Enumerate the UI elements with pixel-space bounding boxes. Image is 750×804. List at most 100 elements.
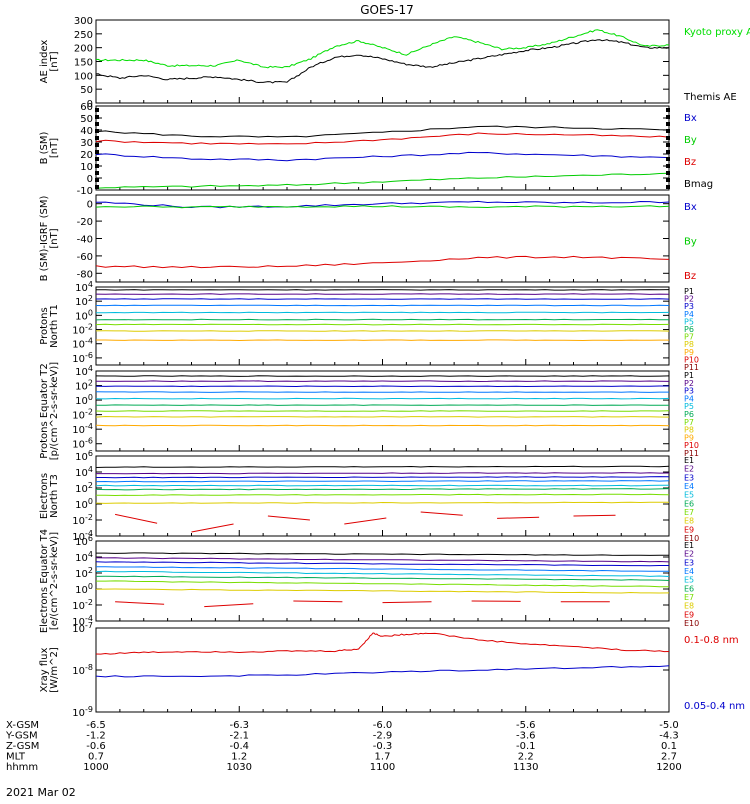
y-tick-label: 10-7 <box>72 621 93 635</box>
legend-e4: E4 <box>684 567 694 576</box>
series-line-e8 <box>96 502 669 503</box>
series-line-p5 <box>96 312 669 313</box>
legend-e8: E8 <box>684 517 694 526</box>
series-line-e2 <box>96 473 669 474</box>
y-tick-label: 10-6 <box>72 351 93 365</box>
series-line-p5 <box>96 398 669 399</box>
y-tick-label: 106 <box>75 449 93 463</box>
edge-marker <box>666 129 670 133</box>
y-axis-title: [p/(cm^2-s-sr-keV)] <box>49 362 60 461</box>
legend-kyoto-proxy-ae: Kyoto proxy AE <box>684 27 750 38</box>
edge-marker <box>666 143 670 147</box>
orbit-value: 2.2 <box>518 752 534 763</box>
y-tick-label: 104 <box>75 280 93 294</box>
y-tick-label: -80 <box>77 269 93 280</box>
legend-e9: E9 <box>684 525 694 534</box>
series-segment-e9 <box>204 604 253 607</box>
series-line-e8 <box>96 589 669 593</box>
orbit-value: 1200 <box>656 762 681 773</box>
series-segment-e9 <box>268 516 310 520</box>
y-tick-label: 0 <box>87 200 93 211</box>
series-line-e7 <box>96 494 669 495</box>
edge-marker <box>666 178 670 182</box>
legend-e1: E1 <box>684 541 694 550</box>
orbit-label-mlt: MLT <box>6 752 26 763</box>
series-line-e1 <box>96 553 669 556</box>
y-tick-label: 200 <box>74 44 93 55</box>
edge-marker <box>95 129 99 133</box>
orbit-value: -3.6 <box>516 731 536 742</box>
y-tick-label: 20 <box>80 150 93 161</box>
legend-bx: Bx <box>684 202 697 213</box>
orbit-value: -0.6 <box>86 741 106 752</box>
orbit-value: -5.0 <box>659 720 679 731</box>
y-tick-label: -60 <box>77 252 93 263</box>
edge-marker <box>95 108 99 112</box>
series-line-e7 <box>96 581 669 587</box>
y-tick-label: 50 <box>80 114 93 125</box>
y-tick-label: 104 <box>75 364 93 378</box>
series-segment-e9 <box>421 512 463 515</box>
series-line-e3 <box>96 562 669 566</box>
edge-marker <box>666 136 670 140</box>
legend-e1: E1 <box>684 456 694 465</box>
y-tick-label: 104 <box>75 550 93 564</box>
series-segment-e9 <box>344 518 386 524</box>
y-tick-label: 0 <box>87 174 93 185</box>
y-tick-label: 100 <box>75 497 93 511</box>
series-line-e5 <box>96 571 669 576</box>
panel-frame <box>96 20 669 103</box>
legend-bz: Bz <box>684 157 696 168</box>
y-tick-label: 10-9 <box>72 705 93 719</box>
orbit-value: 1.7 <box>375 752 391 763</box>
legend-by: By <box>684 135 697 146</box>
y-tick-label: 250 <box>74 30 93 41</box>
edge-marker <box>95 150 99 154</box>
orbit-value: -2.1 <box>229 731 249 742</box>
series-line-p3 <box>96 299 669 300</box>
series-line-kyoto-proxy-ae <box>96 30 669 68</box>
panel-frame <box>96 106 669 190</box>
legend-e2: E2 <box>684 550 694 559</box>
footer-date: 2021 Mar 02 <box>6 786 76 799</box>
edge-marker <box>95 115 99 119</box>
legend-e3: E3 <box>684 473 694 482</box>
orbit-value: -0.4 <box>229 741 249 752</box>
plot-title: GOES-17 <box>360 3 414 17</box>
y-axis-title: North T3 <box>49 474 60 518</box>
legend-e2: E2 <box>684 465 694 474</box>
series-line-e6 <box>96 576 669 580</box>
series-line-e4 <box>96 567 669 572</box>
orbit-value: 1030 <box>227 762 252 773</box>
edge-marker <box>666 150 670 154</box>
orbit-label-z-gsm: Z-GSM <box>6 741 39 752</box>
y-tick-label: 150 <box>74 58 93 69</box>
series-line-p9 <box>96 425 669 426</box>
panel-frame <box>96 456 669 536</box>
orbit-value: -6.0 <box>373 720 393 731</box>
y-tick-label: 10-2 <box>72 598 93 612</box>
edge-marker <box>95 157 99 161</box>
edge-marker <box>666 115 670 119</box>
y-tick-label: 100 <box>75 582 93 596</box>
y-axis-title: North T1 <box>49 304 60 348</box>
series-segment-e9 <box>192 524 234 532</box>
y-tick-label: 10-4 <box>72 337 93 351</box>
series-line-p9 <box>96 340 669 341</box>
legend-by: By <box>684 237 697 248</box>
y-axis-title: [W/m^2] <box>49 647 60 693</box>
y-tick-label: 104 <box>75 465 93 479</box>
orbit-value: 1130 <box>513 762 538 773</box>
y-tick-label: 30 <box>80 138 93 149</box>
legend-e5: E5 <box>684 491 694 500</box>
edge-marker <box>95 136 99 140</box>
legend-e3: E3 <box>684 558 694 567</box>
series-line-0-05-0-4-nm <box>96 666 669 677</box>
